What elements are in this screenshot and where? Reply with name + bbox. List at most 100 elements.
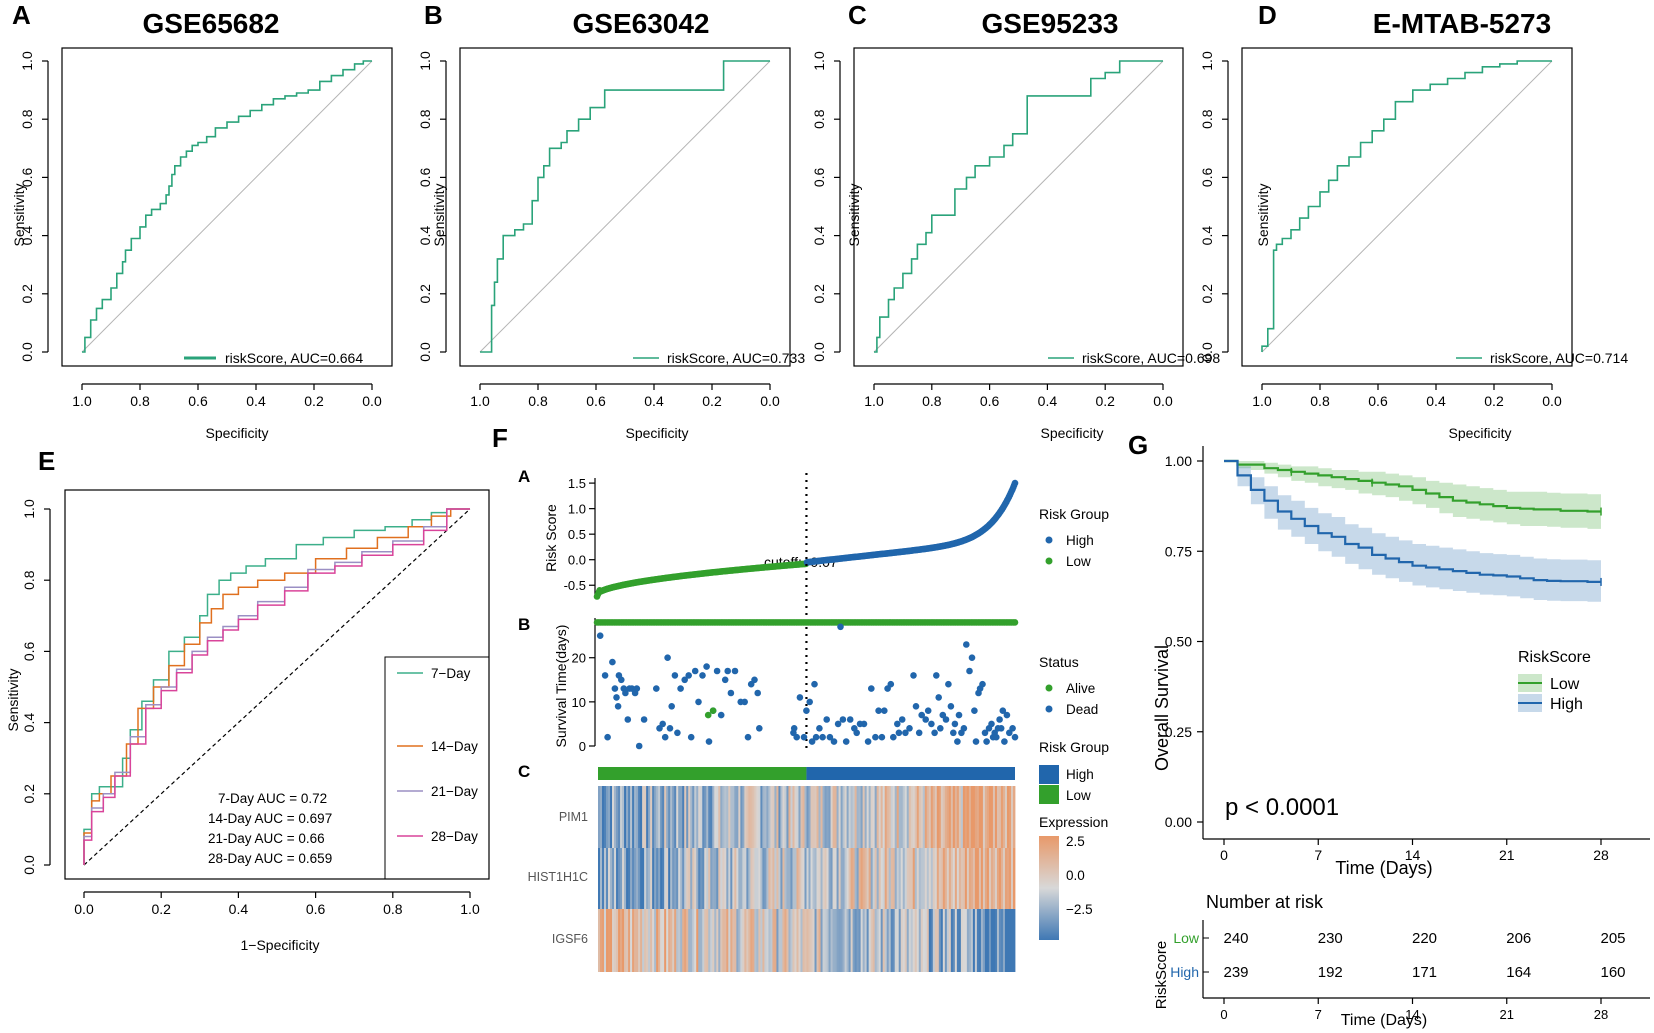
heatmap-cell <box>890 848 894 909</box>
heatmap-cell <box>630 909 633 972</box>
panel-e-curve-14day <box>83 508 470 865</box>
heatmap-cell <box>1006 909 1010 972</box>
heatmap-cell <box>998 786 1002 848</box>
heatmap-cell <box>882 786 886 848</box>
heatmap-cell <box>848 848 851 909</box>
fa-legend-low: Low <box>1066 554 1091 569</box>
heatmap-cell <box>678 786 681 848</box>
panel-d-yaxis-tick-label: 0.6 <box>1199 167 1215 187</box>
heatmap-cell <box>846 786 849 848</box>
heatmap-cell <box>1004 848 1008 909</box>
heatmap-cell <box>812 786 815 848</box>
heatmap-cell <box>960 786 964 848</box>
heatmap-cell <box>1006 848 1010 909</box>
heatmap-cell <box>718 909 721 972</box>
heatmap-cell <box>656 848 659 909</box>
heatmap-cell <box>900 786 904 848</box>
fb-dead-point <box>1011 733 1019 741</box>
panel-b-xaxis-tick-label: 0.6 <box>586 393 606 409</box>
heatmap-cell <box>692 848 695 909</box>
heatmap-cell <box>838 848 841 909</box>
heatmap-cell <box>944 786 948 848</box>
heatmap-cell <box>980 786 984 848</box>
heatmap-cell <box>608 909 611 972</box>
fa-legend-high: High <box>1066 533 1094 548</box>
heatmap-cell <box>632 909 635 972</box>
heatmap-cell <box>916 786 920 848</box>
auc-annotation-21day: 21-Day AUC = 0.66 <box>208 831 325 846</box>
km-ytick-label: 0.50 <box>1165 634 1192 650</box>
fc-legend-low-swatch <box>1039 785 1059 804</box>
heatmap-cell <box>928 848 932 909</box>
heatmap-cell <box>944 848 948 909</box>
heatmap-cell <box>836 909 839 972</box>
fb-dead-point <box>724 667 731 675</box>
panel-d-yaxis-tick-label: 0.2 <box>1199 284 1215 304</box>
heatmap-cell <box>624 848 627 909</box>
fa-ylabel: Risk Score <box>543 504 559 572</box>
heatmap-cell <box>882 909 886 972</box>
panel-d: D E-MTAB-5273 Specificity Sensitivity ri… <box>1255 0 1628 441</box>
fb-dead-point <box>614 703 622 710</box>
heatmap-cell <box>876 786 880 848</box>
panel-b-title: GSE63042 <box>573 8 710 39</box>
heatmap-cell <box>866 786 870 848</box>
heatmap-cell <box>1008 848 1012 909</box>
heatmap-cell <box>668 909 671 972</box>
heatmap-cell <box>800 909 803 972</box>
heatmap-cell <box>634 909 637 972</box>
heatmap-cell <box>982 848 986 909</box>
km-xtick-label: 14 <box>1405 847 1421 863</box>
heatmap-cell <box>926 909 930 972</box>
heatmap-cell <box>782 786 785 848</box>
heatmap-cell <box>600 848 603 909</box>
heatmap-cell <box>646 848 649 909</box>
heatmap-cell <box>742 909 745 972</box>
heatmap-cell <box>892 909 896 972</box>
panel-e-xaxis-tick-label: 1.0 <box>460 901 480 917</box>
heatmap-cell <box>672 909 675 972</box>
heatmap-cell <box>722 786 725 848</box>
fb-dead-point <box>902 729 909 737</box>
heatmap-cell <box>898 848 902 909</box>
heatmap-cell <box>688 909 691 972</box>
heatmap-cell <box>870 848 874 909</box>
panel-a-legend-label: riskScore, AUC=0.664 <box>225 350 363 366</box>
panel-d-yaxis-tick-label: 0.0 <box>1199 342 1215 362</box>
heatmap-cell <box>760 909 763 972</box>
heatmap-cell <box>724 848 727 909</box>
heatmap-cell <box>984 786 988 848</box>
heatmap-cell <box>918 786 922 848</box>
fb-dead-point <box>1001 738 1008 745</box>
heatmap-cell <box>740 848 743 909</box>
fb-dead-point <box>727 689 735 697</box>
heatmap-cell <box>708 786 711 848</box>
heatmap-cell <box>810 909 813 972</box>
heatmap-cell <box>1006 786 1010 848</box>
heatmap-cell <box>650 909 653 972</box>
panel-label-f: F <box>492 423 508 453</box>
fb-dead-point <box>875 707 882 714</box>
heatmap-cell <box>628 909 631 972</box>
heatmap-cell <box>826 909 829 972</box>
heatmap-cell <box>936 786 940 848</box>
f-sublabel-c: C <box>518 762 530 781</box>
fb-dead-point <box>613 694 620 701</box>
heatmap-cell <box>960 848 964 909</box>
heatmap-cell <box>852 909 856 972</box>
heatmap-cell <box>618 848 621 909</box>
fb-dead-point <box>931 729 938 737</box>
panel-e-xaxis-tick-label: 0.6 <box>306 901 326 917</box>
km-ci-band-high <box>1224 461 1601 602</box>
panel-a-diagonal <box>81 60 373 353</box>
heatmap-cell <box>662 909 665 972</box>
heatmap-cell <box>804 848 807 909</box>
heatmap-cell <box>960 909 964 972</box>
heatmap-cell <box>896 848 900 909</box>
heatmap-cell <box>820 786 823 848</box>
heatmap-cell <box>746 848 749 909</box>
heatmap-cell <box>908 909 912 972</box>
heatmap-cell <box>644 848 647 909</box>
heatmap-cell <box>768 786 771 848</box>
heatmap-cell <box>986 786 990 848</box>
